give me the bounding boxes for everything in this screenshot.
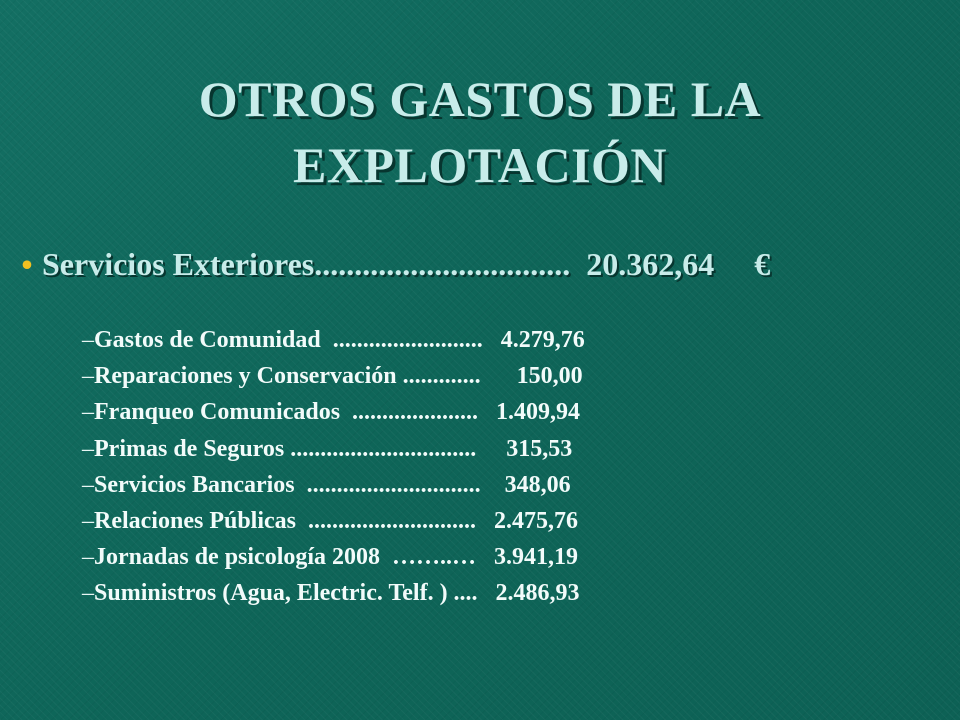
list-item-text: Reparaciones y Conservación ............… (94, 363, 583, 390)
list-item-text: Servicios Bancarios ....................… (94, 471, 571, 498)
main-bullet-item: • Servicios Exteriores...................… (12, 244, 952, 284)
dash-icon: – (82, 544, 94, 571)
title-line-2: EXPLOTACIÓN (292, 137, 668, 193)
list-item: –Jornadas de psicología 2008 ……..… 3.941… (82, 539, 882, 575)
expense-list: –Gastos de Comunidad ...................… (82, 322, 882, 612)
list-item: –Servicios Bancarios ...................… (82, 467, 882, 503)
list-item: –Franqueo Comunicados ..................… (82, 394, 882, 430)
list-item-text: Franqueo Comunicados ...................… (94, 399, 581, 426)
list-item-text: Relaciones Públicas ....................… (94, 507, 578, 534)
title-line-1: OTROS GASTOS DE LA (198, 71, 762, 127)
list-item: –Suministros (Agua, Electric. Telf. ) ..… (82, 575, 882, 611)
dash-icon: – (82, 580, 94, 607)
list-item-text: Suministros (Agua, Electric. Telf. ) ...… (94, 580, 580, 607)
list-item-text: Jornadas de psicología 2008 ……..… 3.941,… (94, 544, 579, 571)
list-item: –Gastos de Comunidad ...................… (82, 322, 882, 358)
list-item: –Reparaciones y Conservación ...........… (82, 358, 882, 394)
list-item: –Primas de Seguros .....................… (82, 431, 882, 467)
dash-icon: – (82, 363, 94, 390)
list-item-text: Primas de Seguros ......................… (94, 435, 573, 462)
list-item-text: Gastos de Comunidad ....................… (94, 327, 585, 353)
dash-icon: – (82, 399, 94, 426)
dash-icon: – (82, 327, 94, 353)
list-item: –Relaciones Públicas ...................… (82, 503, 882, 539)
main-bullet-label: Servicios Exteriores....................… (42, 246, 771, 282)
dash-icon: – (82, 435, 94, 462)
dash-icon: – (82, 471, 94, 498)
dash-icon: – (82, 507, 94, 534)
slide-title: OTROS GASTOS DE LA EXPLOTACIÓN (0, 66, 960, 198)
bullet-icon: • (21, 246, 33, 282)
